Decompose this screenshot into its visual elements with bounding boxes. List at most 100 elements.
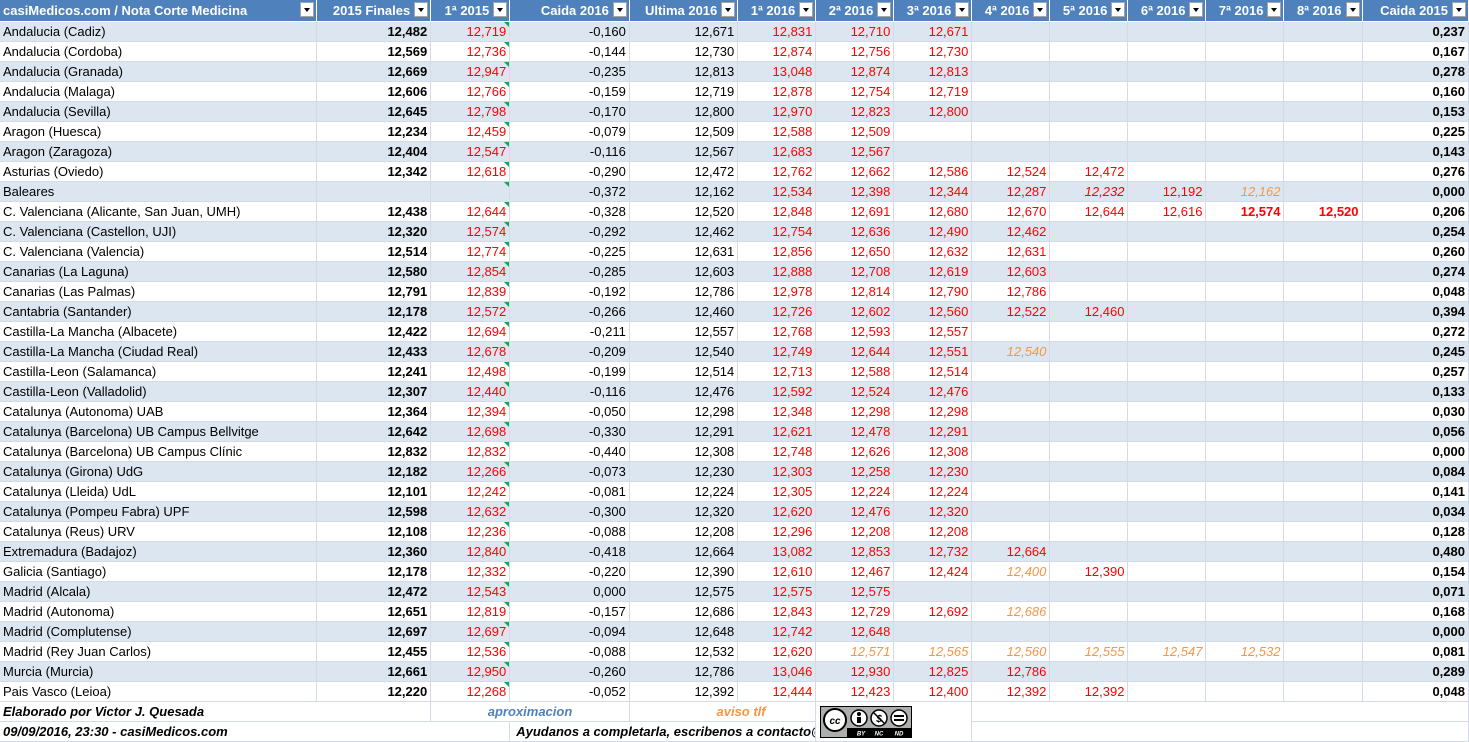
cell-r3[interactable]: 12,730 — [893, 41, 973, 62]
cell-f2015[interactable]: 12,669 — [316, 61, 432, 82]
cell-r3[interactable] — [893, 141, 973, 162]
cell-r8[interactable] — [1283, 581, 1363, 602]
cell-ultima2016[interactable]: 12,567 — [629, 141, 739, 162]
cell-r2[interactable]: 12,258 — [815, 461, 895, 482]
cell-name[interactable]: Pais Vasco (Leioa) — [0, 681, 317, 702]
cell-p2015[interactable]: 12,632 — [430, 501, 511, 522]
cell-r3[interactable]: 12,632 — [893, 241, 973, 262]
cell-p2015[interactable]: 12,694 — [430, 321, 511, 342]
cell-caida2016[interactable]: -0,418 — [509, 541, 630, 562]
cell-name[interactable]: Canarias (La Laguna) — [0, 261, 317, 282]
cell-r2[interactable]: 12,602 — [815, 301, 895, 322]
cell-caida2015[interactable]: 0,160 — [1362, 81, 1469, 102]
cell-caida2016[interactable]: -0,225 — [509, 241, 630, 262]
cell-ultima2016[interactable]: 12,509 — [629, 121, 739, 142]
cell-name[interactable]: Andalucia (Cordoba) — [0, 41, 317, 62]
cell-name[interactable]: Castilla-Leon (Salamanca) — [0, 361, 317, 382]
cell-f2015[interactable]: 12,472 — [316, 581, 432, 602]
cell-r3[interactable]: 12,680 — [893, 201, 973, 222]
filter-dropdown-icon[interactable] — [799, 2, 814, 17]
cell-r1[interactable]: 12,749 — [737, 341, 817, 362]
cell-r5[interactable] — [1049, 121, 1129, 142]
cell-r5[interactable]: 12,392 — [1049, 681, 1129, 702]
cell-r4[interactable] — [971, 141, 1051, 162]
cell-r8[interactable] — [1283, 141, 1363, 162]
cell-ultima2016[interactable]: 12,514 — [629, 361, 739, 382]
cell-r2[interactable]: 12,478 — [815, 421, 895, 442]
cell-r3[interactable]: 12,557 — [893, 321, 973, 342]
filter-dropdown-icon[interactable] — [1111, 2, 1126, 17]
cell-r8[interactable] — [1283, 501, 1363, 522]
cell-p2015[interactable]: 12,719 — [430, 21, 511, 42]
cell-name[interactable]: Baleares — [0, 181, 317, 202]
cell-ultima2016[interactable]: 12,730 — [629, 41, 739, 62]
cell-r1[interactable]: 13,046 — [737, 661, 817, 682]
cell-caida2015[interactable]: 0,133 — [1362, 381, 1469, 402]
cell-r6[interactable] — [1127, 341, 1207, 362]
cell-f2015[interactable]: 12,580 — [316, 261, 432, 282]
cell-r1[interactable]: 13,048 — [737, 61, 817, 82]
cell-ultima2016[interactable]: 12,320 — [629, 501, 739, 522]
cell-r3[interactable]: 12,400 — [893, 681, 973, 702]
cell-r1[interactable]: 12,848 — [737, 201, 817, 222]
cell-caida2016[interactable]: -0,285 — [509, 261, 630, 282]
cell-caida2016[interactable]: -0,330 — [509, 421, 630, 442]
cell-r5[interactable] — [1049, 401, 1129, 422]
cell-r7[interactable] — [1205, 241, 1285, 262]
cell-name[interactable]: C. Valenciana (Valencia) — [0, 241, 317, 262]
cell-ultima2016[interactable]: 12,291 — [629, 421, 739, 442]
cell-r2[interactable]: 12,814 — [815, 281, 895, 302]
cell-r3[interactable]: 12,298 — [893, 401, 973, 422]
cell-r1[interactable]: 13,082 — [737, 541, 817, 562]
cell-p2015[interactable]: 12,832 — [430, 441, 511, 462]
cell-r1[interactable]: 12,831 — [737, 21, 817, 42]
cell-caida2015[interactable]: 0,141 — [1362, 481, 1469, 502]
cell-p2015[interactable]: 12,574 — [430, 221, 511, 242]
cell-name[interactable]: Canarias (Las Palmas) — [0, 281, 317, 302]
cell-r8[interactable] — [1283, 621, 1363, 642]
cell-caida2016[interactable]: -0,088 — [509, 521, 630, 542]
cell-caida2015[interactable]: 0,168 — [1362, 601, 1469, 622]
cell-caida2016[interactable]: -0,079 — [509, 121, 630, 142]
cell-r7[interactable] — [1205, 361, 1285, 382]
cell-p2015[interactable]: 12,736 — [430, 41, 511, 62]
cell-p2015[interactable]: 12,498 — [430, 361, 511, 382]
cell-r6[interactable] — [1127, 561, 1207, 582]
cell-r5[interactable] — [1049, 61, 1129, 82]
cell-r8[interactable] — [1283, 641, 1363, 662]
cell-r1[interactable]: 12,970 — [737, 101, 817, 122]
cell-r6[interactable] — [1127, 681, 1207, 702]
cell-ultima2016[interactable]: 12,308 — [629, 441, 739, 462]
cell-r5[interactable] — [1049, 141, 1129, 162]
cell-caida2015[interactable]: 0,167 — [1362, 41, 1469, 62]
cell-r6[interactable] — [1127, 401, 1207, 422]
cell-r1[interactable]: 12,748 — [737, 441, 817, 462]
cell-ultima2016[interactable]: 12,800 — [629, 101, 739, 122]
cell-name[interactable]: Castilla-La Mancha (Albacete) — [0, 321, 317, 342]
cell-r8[interactable] — [1283, 221, 1363, 242]
cell-r3[interactable]: 12,224 — [893, 481, 973, 502]
cell-p2015[interactable]: 12,678 — [430, 341, 511, 362]
filter-dropdown-icon[interactable] — [612, 2, 627, 17]
cell-name[interactable]: Madrid (Complutense) — [0, 621, 317, 642]
cell-r7[interactable] — [1205, 621, 1285, 642]
cell-p2015[interactable]: 12,947 — [430, 61, 511, 82]
cell-r5[interactable] — [1049, 341, 1129, 362]
cell-name[interactable]: Castilla-Leon (Valladolid) — [0, 381, 317, 402]
filter-dropdown-icon[interactable] — [1189, 2, 1204, 17]
cell-name[interactable]: Catalunya (Pompeu Fabra) UPF — [0, 501, 317, 522]
cell-name[interactable]: Andalucia (Cadiz) — [0, 21, 317, 42]
cell-r7[interactable] — [1205, 541, 1285, 562]
cell-f2015[interactable]: 12,482 — [316, 21, 432, 42]
cell-p2015[interactable]: 12,547 — [430, 141, 511, 162]
cell-p2015[interactable]: 12,242 — [430, 481, 511, 502]
cell-caida2015[interactable]: 0,128 — [1362, 521, 1469, 542]
cell-r2[interactable]: 12,823 — [815, 101, 895, 122]
cell-r5[interactable] — [1049, 441, 1129, 462]
cell-r7[interactable] — [1205, 261, 1285, 282]
cell-caida2015[interactable]: 0,206 — [1362, 201, 1469, 222]
cell-r5[interactable] — [1049, 241, 1129, 262]
cell-r4[interactable] — [971, 521, 1051, 542]
cell-r8[interactable] — [1283, 161, 1363, 182]
cell-r2[interactable]: 12,224 — [815, 481, 895, 502]
